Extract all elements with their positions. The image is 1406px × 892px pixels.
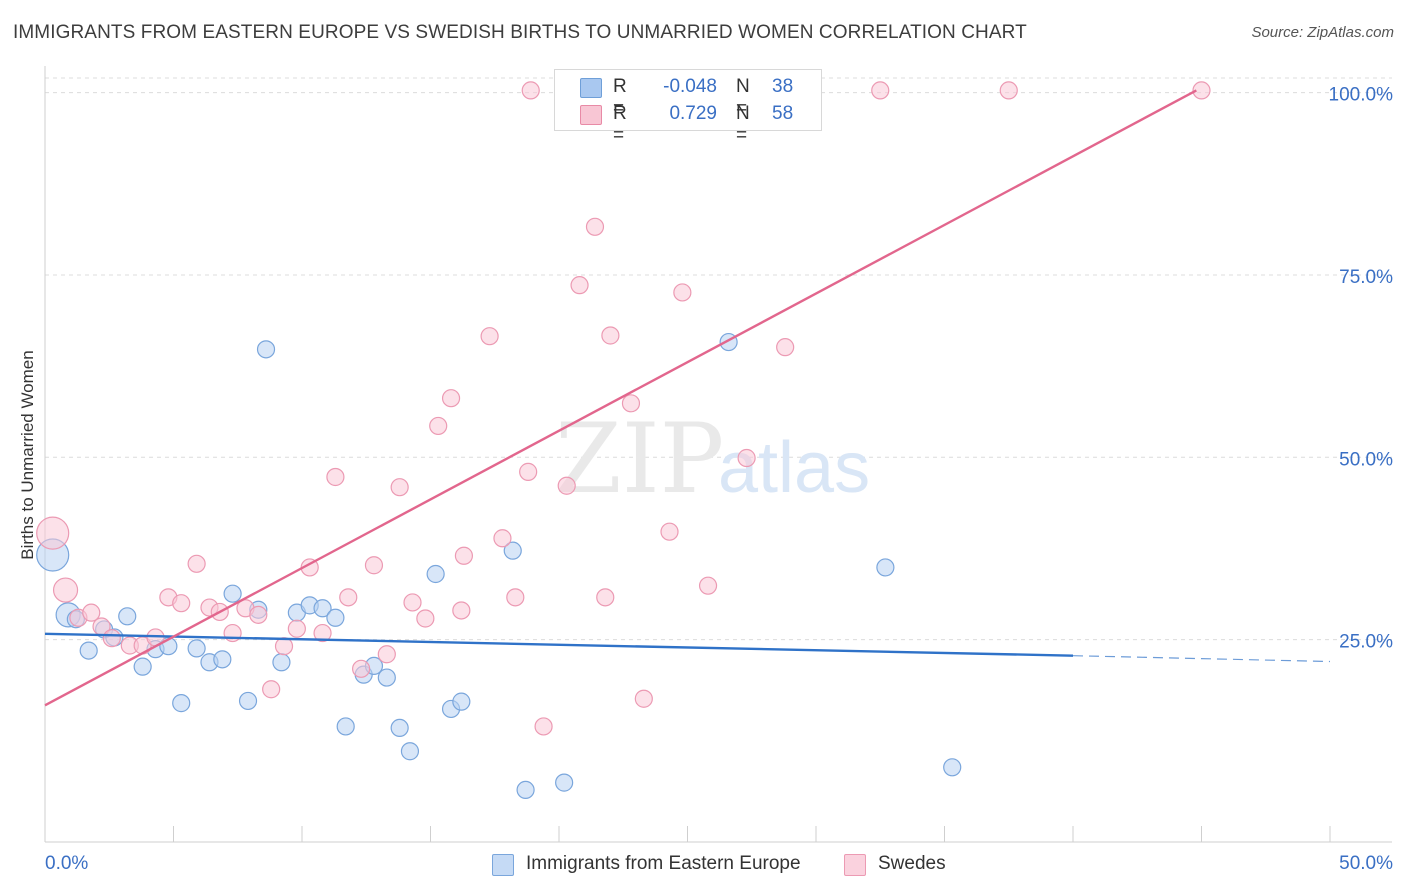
x-tick-label: 50.0% xyxy=(1339,853,1393,874)
point-swedes xyxy=(313,623,332,643)
point-eastern-europe xyxy=(876,558,895,577)
legend-n-label: N = xyxy=(736,76,750,119)
point-swedes xyxy=(601,326,620,345)
trend-line-eastern-europe xyxy=(44,632,1074,657)
point-eastern-europe xyxy=(326,608,345,627)
point-eastern-europe xyxy=(256,340,276,359)
point-swedes xyxy=(36,516,70,550)
point-eastern-europe xyxy=(172,694,191,713)
point-swedes xyxy=(1192,81,1211,100)
point-swedes xyxy=(339,588,358,607)
legend-r-label: R = xyxy=(613,76,627,119)
point-swedes xyxy=(287,619,306,638)
point-swedes xyxy=(377,645,396,664)
point-swedes xyxy=(534,717,553,736)
point-swedes xyxy=(493,529,512,548)
point-eastern-europe xyxy=(238,691,258,711)
point-swedes xyxy=(102,629,121,648)
point-swedes xyxy=(187,554,206,573)
point-swedes xyxy=(390,478,409,497)
point-swedes xyxy=(621,394,641,413)
point-swedes xyxy=(262,680,281,699)
point-eastern-europe xyxy=(452,692,471,711)
point-swedes xyxy=(454,546,474,565)
point-eastern-europe xyxy=(187,639,206,658)
point-eastern-europe xyxy=(133,657,152,676)
point-swedes xyxy=(480,327,499,346)
point-swedes xyxy=(698,576,718,595)
point-eastern-europe xyxy=(213,650,232,669)
legend-r-value: -0.048 xyxy=(663,76,717,97)
point-eastern-europe xyxy=(313,599,332,618)
series-legend-label: Immigrants from Eastern Europe xyxy=(526,853,801,874)
y-tick-label: 100.0% xyxy=(1329,85,1394,106)
trend-extension-eastern-europe xyxy=(1072,655,1331,663)
chart-title: IMMIGRANTS FROM EASTERN EUROPE VS SWEDIS… xyxy=(13,22,1027,43)
point-swedes xyxy=(737,448,756,468)
series-legend-label: Swedes xyxy=(878,853,946,874)
y-tick-label: 25.0% xyxy=(1339,632,1393,653)
point-swedes xyxy=(441,389,461,408)
point-eastern-europe xyxy=(516,780,535,800)
point-eastern-europe xyxy=(272,653,291,672)
legend-swatch-swedes xyxy=(580,105,602,125)
watermark-atlas: atlas xyxy=(718,428,870,508)
point-swedes xyxy=(596,588,615,607)
point-eastern-europe xyxy=(555,773,574,792)
point-swedes xyxy=(999,81,1018,100)
point-eastern-europe xyxy=(426,564,445,584)
point-eastern-europe xyxy=(336,717,355,736)
point-swedes xyxy=(634,689,653,708)
y-axis-label: Births to Unmarried Women xyxy=(18,350,37,560)
correlation-legend: R = -0.048 N = 38 R = 0.729 N = 58 xyxy=(554,69,822,146)
point-eastern-europe xyxy=(400,742,420,761)
point-swedes xyxy=(249,605,268,624)
source-label: Source: ZipAtlas.com xyxy=(1251,24,1394,41)
point-swedes xyxy=(570,276,589,295)
legend-n-value: 38 xyxy=(772,76,794,97)
legend-n-label: N = xyxy=(736,103,750,146)
point-swedes xyxy=(776,338,795,357)
legend-r-label: R = xyxy=(613,103,627,146)
point-swedes xyxy=(429,416,448,436)
y-tick-label: 75.0% xyxy=(1339,267,1393,288)
point-swedes xyxy=(660,522,679,541)
point-swedes xyxy=(521,81,540,100)
point-swedes xyxy=(364,556,384,575)
trend-line-swedes xyxy=(44,89,1197,707)
series-legend: Immigrants from Eastern Europe Swedes xyxy=(0,850,1406,878)
legend-swatch-eastern-europe xyxy=(580,78,602,98)
point-swedes xyxy=(52,577,79,603)
point-eastern-europe xyxy=(390,718,409,738)
point-swedes xyxy=(326,467,345,487)
x-tick-label: 0.0% xyxy=(45,853,88,874)
point-eastern-europe xyxy=(503,541,522,560)
legend-r-value: 0.729 xyxy=(669,103,717,124)
watermark-zip: ZIP xyxy=(555,403,724,515)
y-tick-label: 50.0% xyxy=(1339,449,1393,470)
point-eastern-europe xyxy=(377,668,396,687)
point-eastern-europe xyxy=(118,607,137,626)
point-swedes xyxy=(82,603,101,622)
point-swedes xyxy=(172,594,191,613)
point-swedes xyxy=(871,81,890,100)
point-eastern-europe xyxy=(943,758,962,777)
legend-n-value: 58 xyxy=(772,103,794,124)
point-eastern-europe xyxy=(79,641,98,660)
point-eastern-europe xyxy=(223,584,242,603)
point-swedes xyxy=(452,601,471,620)
point-swedes xyxy=(506,588,525,607)
point-swedes xyxy=(274,637,294,656)
point-swedes xyxy=(416,609,435,628)
point-swedes xyxy=(557,476,576,495)
point-swedes xyxy=(585,217,605,236)
point-swedes xyxy=(519,462,538,481)
point-swedes xyxy=(673,283,692,302)
series-legend-swatch-eastern-europe xyxy=(492,854,514,876)
series-legend-swatch-swedes xyxy=(844,854,866,876)
point-swedes xyxy=(352,659,371,678)
point-swedes xyxy=(403,593,422,612)
